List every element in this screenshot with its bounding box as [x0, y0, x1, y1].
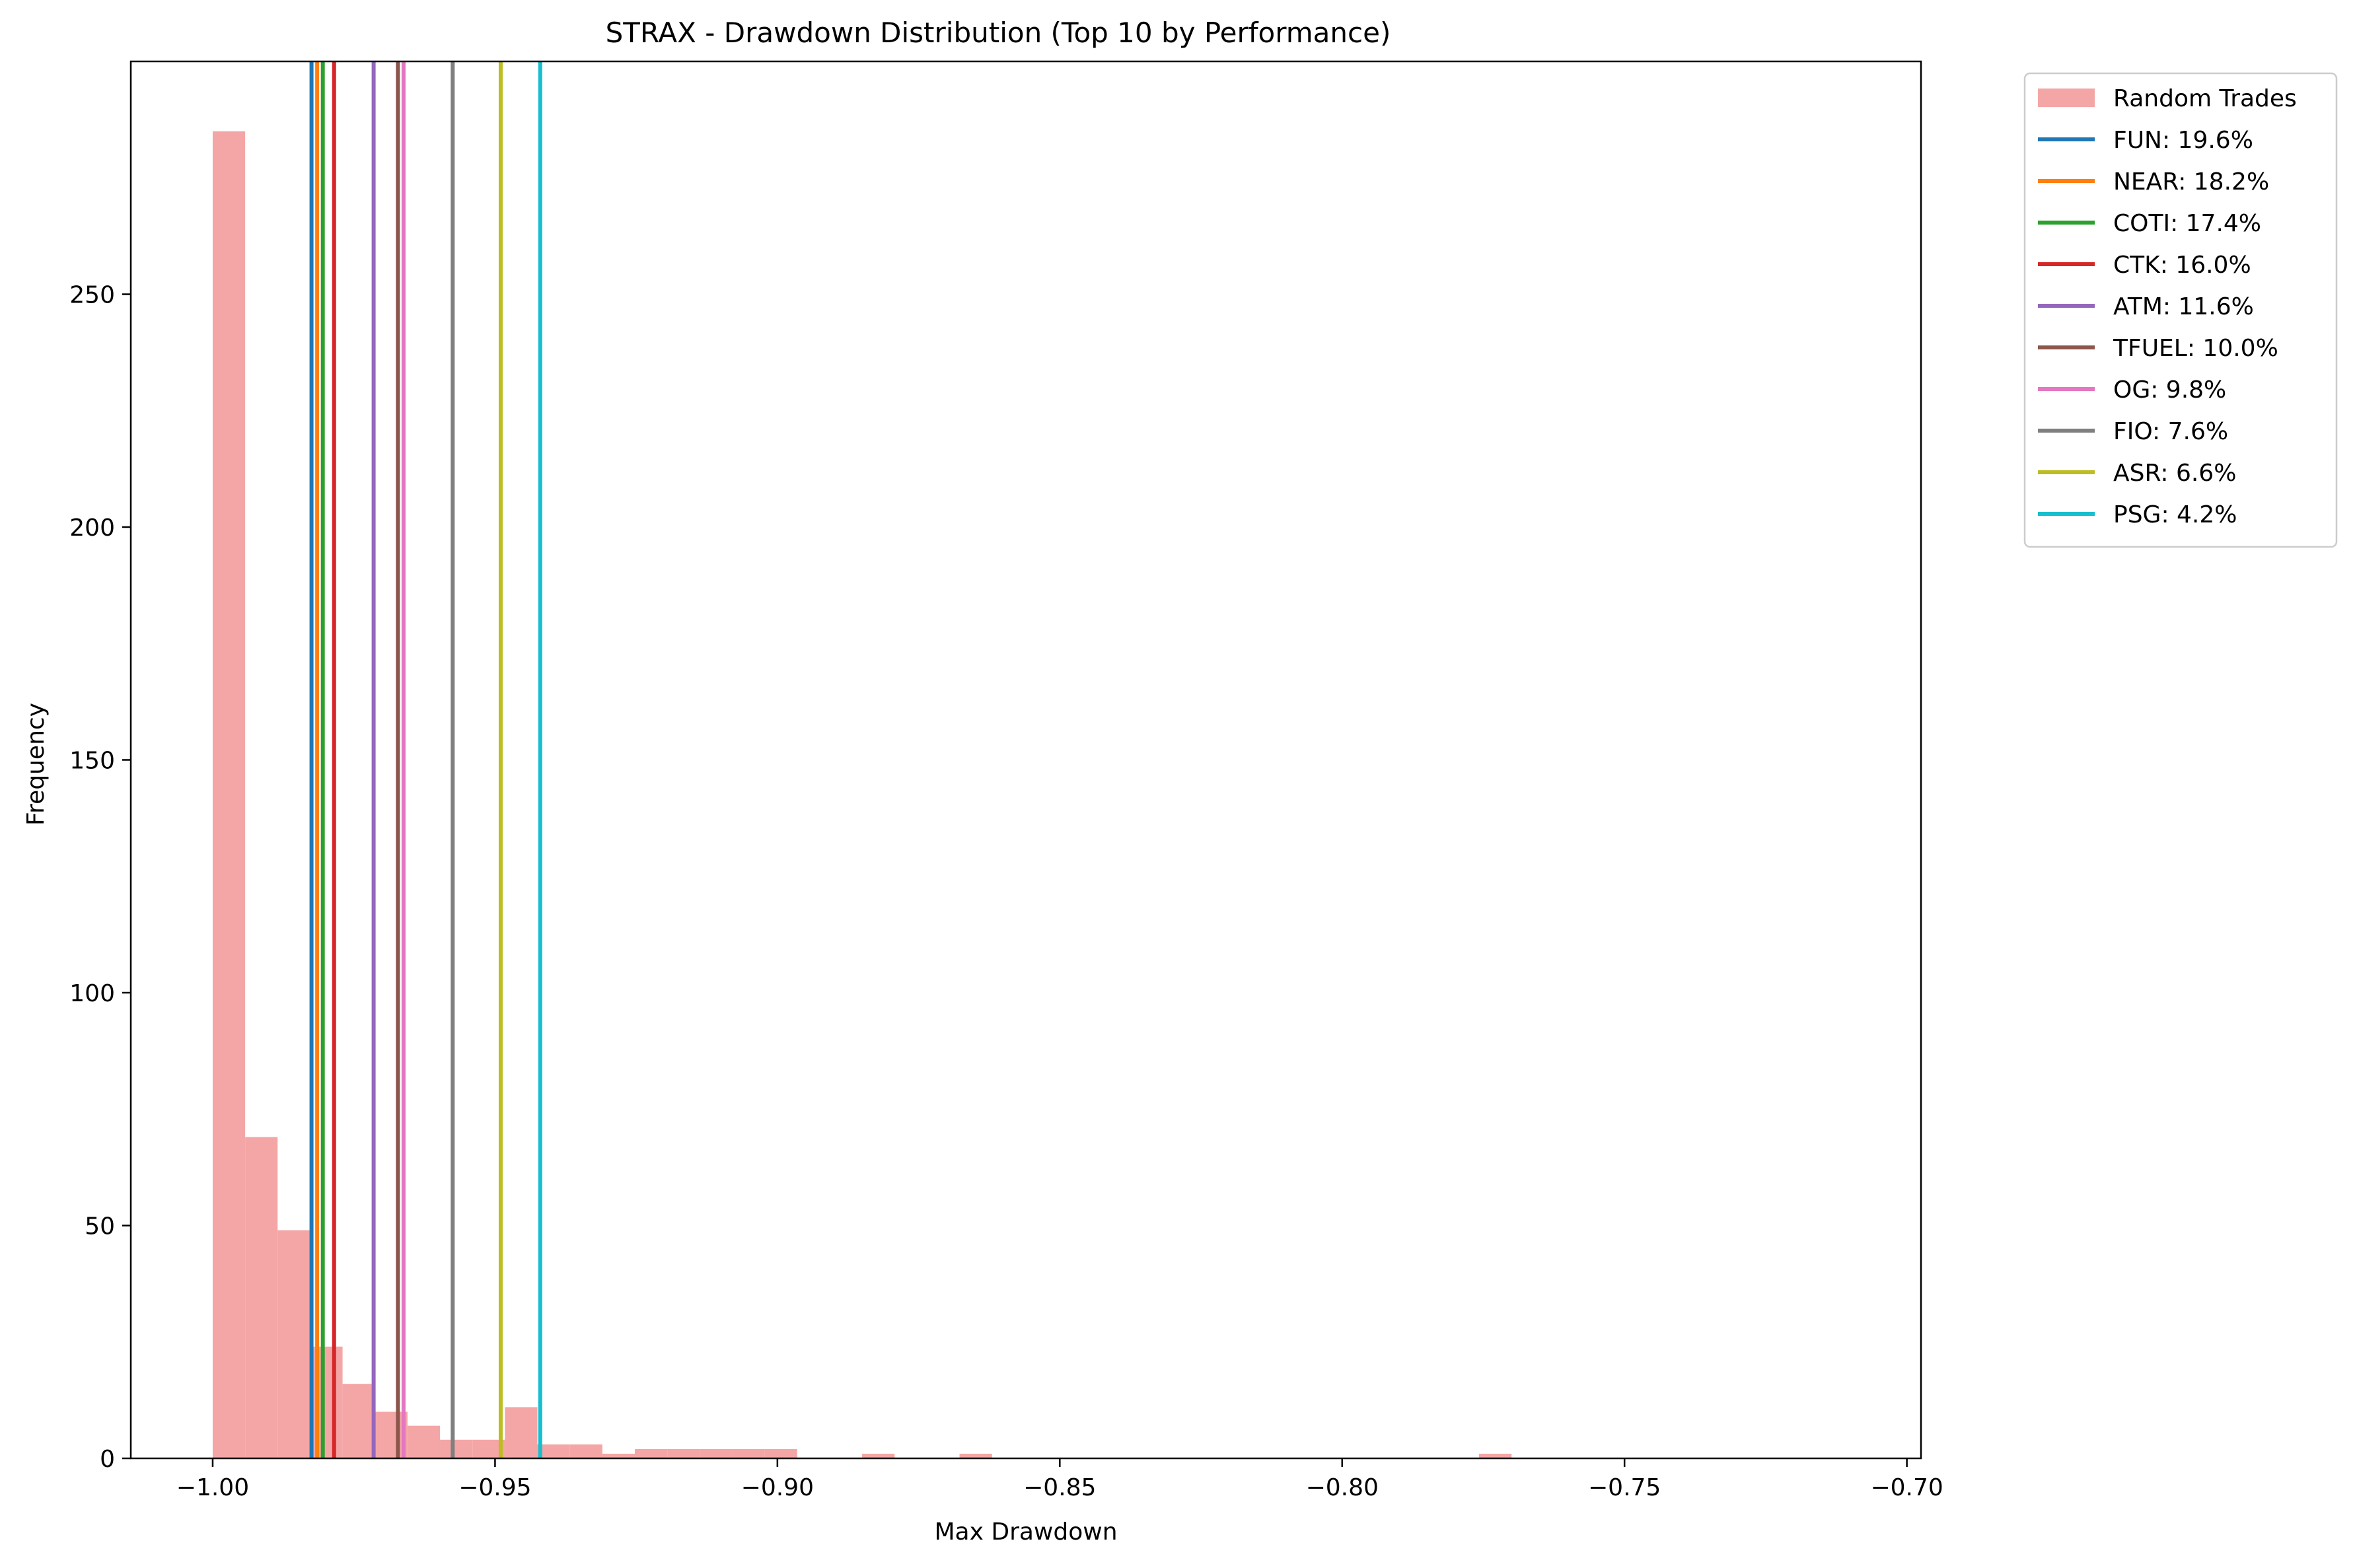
- legend-label-near: NEAR: 18.2%: [2113, 168, 2269, 196]
- y-axis-label: Frequency: [22, 703, 50, 826]
- histogram-bar: [537, 1444, 570, 1458]
- histogram-bar: [569, 1444, 602, 1458]
- histogram-bar: [342, 1384, 375, 1458]
- histogram-bars: [212, 131, 1512, 1458]
- x-tick-label: −1.00: [176, 1474, 249, 1501]
- legend-label-atm: ATM: 11.6%: [2113, 293, 2254, 320]
- y-tick-label: 150: [69, 748, 115, 775]
- histogram-bar: [862, 1453, 895, 1458]
- histogram-bar: [602, 1453, 635, 1458]
- legend-label-og: OG: 9.8%: [2113, 376, 2226, 404]
- histogram-bar: [505, 1407, 538, 1458]
- histogram-bar: [667, 1448, 700, 1458]
- y-axis-ticks: 0 50 100 150 200 250: [69, 282, 131, 1473]
- legend-label-tfuel: TFUEL: 10.0%: [2113, 335, 2278, 362]
- x-axis-ticks: −1.00 −0.95 −0.90 −0.85 −0.80 −0.75 −0.70: [176, 1458, 1943, 1501]
- legend-swatch-random-trades: [2038, 89, 2095, 107]
- legend-label-psg: PSG: 4.2%: [2113, 501, 2237, 528]
- histogram-bar: [700, 1448, 733, 1458]
- y-tick-label: 100: [69, 980, 115, 1007]
- legend-label-asr: ASR: 6.6%: [2113, 460, 2236, 487]
- x-axis-label: Max Drawdown: [934, 1518, 1117, 1546]
- legend-label-random-trades: Random Trades: [2113, 85, 2297, 112]
- histogram-bar: [764, 1448, 797, 1458]
- histogram-bar: [1479, 1453, 1512, 1458]
- histogram-bar: [212, 131, 246, 1458]
- legend-box: [2023, 72, 2338, 548]
- y-tick-label: 250: [69, 282, 115, 309]
- histogram-bar: [277, 1230, 310, 1458]
- x-tick-label: −0.95: [458, 1474, 531, 1501]
- chart-title: STRAX - Drawdown Distribution (Top 10 by…: [606, 17, 1391, 49]
- histogram-bar: [310, 1346, 343, 1458]
- y-tick-label: 200: [69, 515, 115, 542]
- x-tick-label: −0.70: [1870, 1474, 1943, 1501]
- legend: Random Trades FUN: 19.6% NEAR: 18.2% COTI: …: [2023, 72, 2338, 548]
- legend-label-ctk: CTK: 16.0%: [2113, 252, 2251, 279]
- legend-label-fun: FUN: 19.6%: [2113, 127, 2253, 154]
- x-tick-label: −0.90: [741, 1474, 814, 1501]
- histogram-bar: [634, 1448, 668, 1458]
- y-tick-label: 0: [100, 1446, 115, 1473]
- reference-lines: [309, 61, 542, 1458]
- histogram-bar: [440, 1439, 473, 1458]
- legend-label-coti: COTI: 17.4%: [2113, 210, 2261, 237]
- x-tick-label: −0.75: [1588, 1474, 1661, 1501]
- legend-label-fio: FIO: 7.6%: [2113, 418, 2228, 445]
- histogram-bar: [407, 1425, 441, 1458]
- y-tick-label: 50: [85, 1213, 115, 1240]
- x-tick-label: −0.80: [1306, 1474, 1379, 1501]
- x-tick-label: −0.85: [1023, 1474, 1096, 1501]
- histogram-bar: [245, 1137, 278, 1458]
- histogram-bar: [959, 1453, 992, 1458]
- histogram-bar: [732, 1448, 765, 1458]
